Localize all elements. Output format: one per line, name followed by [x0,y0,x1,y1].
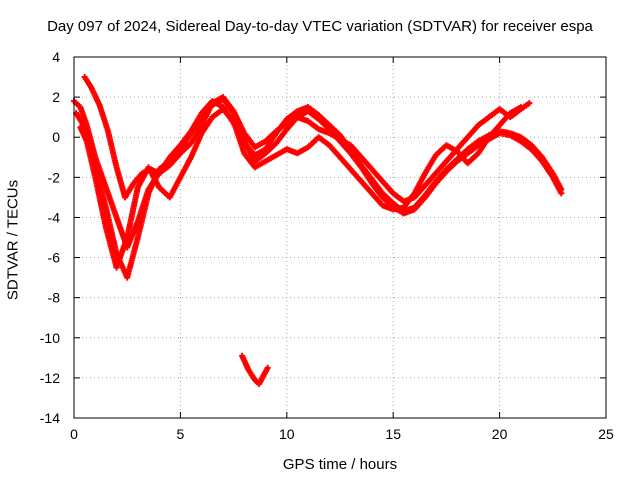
y-tick-label: -8 [48,290,61,306]
y-tick-label: -14 [40,410,60,426]
x-tick-label: 15 [385,426,401,442]
data-point [558,190,565,197]
y-tick-label: -2 [48,169,61,185]
y-tick-label: -10 [40,330,60,346]
plot-frame [73,56,607,419]
data-point [526,100,533,107]
y-tick-label: -6 [48,250,61,266]
data-points [71,74,565,387]
grid-lines [74,57,606,418]
data-point [264,364,271,371]
x-tick-label: 0 [70,426,78,442]
axis-ticks: 0 5 10 15 20 25 -14 -12 -10 -8 -6 -4 -2 0 2 4 [40,49,614,442]
series-track-5 [239,352,271,387]
x-tick-label: 20 [492,426,508,442]
y-axis-label: SDTVAR / TECUs [4,179,22,301]
y-tick-label: 2 [52,89,60,105]
x-tick-label: 5 [177,426,185,442]
series-track-4 [81,74,533,205]
x-tick-label: 10 [279,426,295,442]
y-tick-label: -4 [48,209,61,225]
y-tick-label: 0 [52,129,60,145]
y-tick-label: 4 [52,49,60,65]
x-tick-label: 25 [598,426,614,442]
x-axis-label: GPS time / hours [282,456,398,473]
chart-title: Day 097 of 2024, Sidereal Day-to-day VTE… [47,18,593,35]
y-tick-label: -12 [40,370,60,386]
series-track-3 [77,104,524,271]
